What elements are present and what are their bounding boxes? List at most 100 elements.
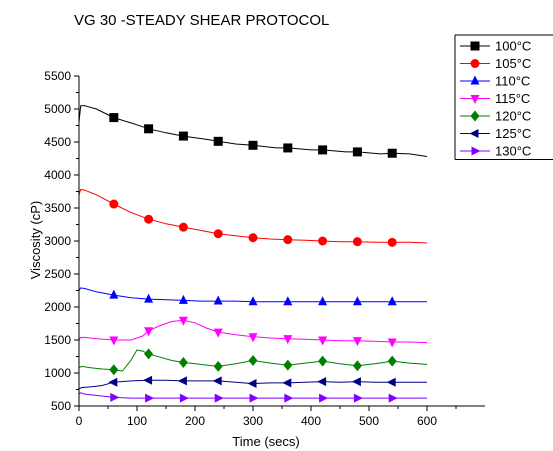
data-point-110c: [387, 296, 397, 306]
data-point-125c: [351, 377, 361, 387]
data-point-130c: [319, 393, 329, 403]
legend-marker-105c: [470, 59, 480, 68]
x-tick-label: 0: [76, 414, 83, 428]
data-point-125c: [247, 379, 257, 389]
data-point-105c: [109, 199, 119, 209]
data-point-105c: [213, 229, 223, 239]
legend: 100°C 105°C 110°C 115°C 120°C 125°C 130°C: [454, 34, 553, 160]
data-point-130c: [179, 393, 189, 403]
legend-label-115c: 115°C: [495, 91, 530, 106]
data-point-120c: [248, 354, 258, 366]
data-point-130c: [388, 393, 398, 403]
x-tick-label: 100: [127, 414, 147, 428]
y-tick-label: 3500: [44, 201, 71, 215]
legend-label-100c: 100°C: [495, 39, 531, 54]
y-tick-label: 2000: [44, 300, 71, 314]
data-point-130c: [110, 392, 120, 402]
data-point-105c: [283, 235, 293, 245]
data-point-120c: [352, 360, 362, 372]
legend-marker-115c: [470, 95, 480, 104]
data-point-115c: [178, 316, 188, 326]
y-tick-label: 1000: [44, 366, 71, 380]
data-point-110c: [248, 296, 258, 306]
x-tick-label: 200: [185, 414, 205, 428]
data-point-115c: [109, 336, 119, 346]
x-tick-label: 300: [243, 414, 263, 428]
data-point-125c: [282, 378, 292, 388]
data-point-100c: [109, 113, 119, 123]
data-point-125c: [177, 376, 187, 386]
data-point-110c: [352, 296, 362, 306]
series-line-125c: [78, 379, 427, 390]
data-point-115c: [387, 338, 397, 348]
data-point-120c: [109, 364, 119, 376]
data-point-105c: [178, 222, 188, 232]
legend-marker-130c: [471, 146, 481, 156]
y-tick-label: 5000: [44, 102, 71, 116]
data-point-125c: [317, 377, 327, 387]
y-tick-label: 4000: [44, 168, 71, 182]
data-point-120c: [318, 355, 328, 367]
plot-area: [78, 105, 428, 403]
data-point-110c: [283, 296, 293, 306]
data-point-100c: [352, 147, 362, 157]
data-point-105c: [352, 237, 362, 247]
series-line-130c: [78, 392, 427, 399]
data-point-105c: [248, 233, 258, 243]
y-tick-label: 5500: [44, 69, 71, 83]
data-point-110c: [178, 294, 188, 304]
y-tick-label: 2500: [44, 267, 71, 281]
series-100c: [78, 105, 428, 158]
series-110c: [78, 287, 427, 306]
data-point-120c: [283, 359, 293, 371]
data-point-115c: [352, 337, 362, 347]
legend-marker-125c: [469, 129, 479, 138]
y-tick-label: 3000: [44, 234, 71, 248]
data-point-130c: [249, 393, 259, 403]
y-tick-label: 4500: [44, 135, 71, 149]
data-point-100c: [178, 131, 188, 141]
legend-label-105c: 105°C: [495, 56, 531, 71]
data-point-110c: [109, 289, 119, 299]
data-point-115c: [283, 335, 293, 345]
x-tick-label: 500: [359, 414, 379, 428]
data-point-100c: [248, 140, 258, 150]
series-line-115c: [78, 319, 428, 344]
data-point-130c: [145, 393, 155, 403]
data-point-115c: [213, 328, 223, 338]
data-point-110c: [318, 296, 328, 306]
y-tick-label: 500: [51, 399, 71, 413]
series-line-105c: [78, 188, 428, 244]
series-line-110c: [78, 287, 427, 303]
data-point-115c: [248, 333, 258, 343]
legend-label-120c: 120°C: [495, 109, 531, 124]
data-point-120c: [213, 360, 223, 372]
data-point-105c: [387, 237, 397, 247]
legend-label-125c: 125°C: [495, 126, 531, 141]
data-point-125c: [108, 377, 118, 387]
data-point-125c: [386, 377, 396, 387]
data-point-105c: [144, 214, 154, 224]
legend-label-110c: 110°C: [495, 74, 530, 89]
x-tick-label: 400: [301, 414, 321, 428]
data-point-110c: [144, 293, 154, 303]
series-130c: [78, 392, 427, 403]
series-125c: [78, 375, 427, 390]
chart-title: VG 30 -STEADY SHEAR PROTOCOL: [74, 12, 329, 29]
axes: 5001000150020002500300035004000450050005…: [44, 69, 485, 428]
data-point-100c: [283, 143, 293, 153]
data-point-125c: [212, 376, 222, 386]
legend-label-130c: 130°C: [495, 144, 531, 159]
legend-marker-100c: [470, 41, 480, 51]
data-point-120c: [178, 356, 188, 368]
data-point-100c: [318, 145, 328, 155]
x-tick-label: 600: [417, 414, 437, 428]
data-point-115c: [318, 336, 328, 346]
data-point-100c: [213, 136, 223, 146]
series-120c: [78, 348, 428, 376]
y-tick-label: 1500: [44, 333, 71, 347]
data-point-130c: [214, 393, 224, 403]
data-point-130c: [353, 393, 363, 403]
data-point-120c: [144, 348, 154, 360]
